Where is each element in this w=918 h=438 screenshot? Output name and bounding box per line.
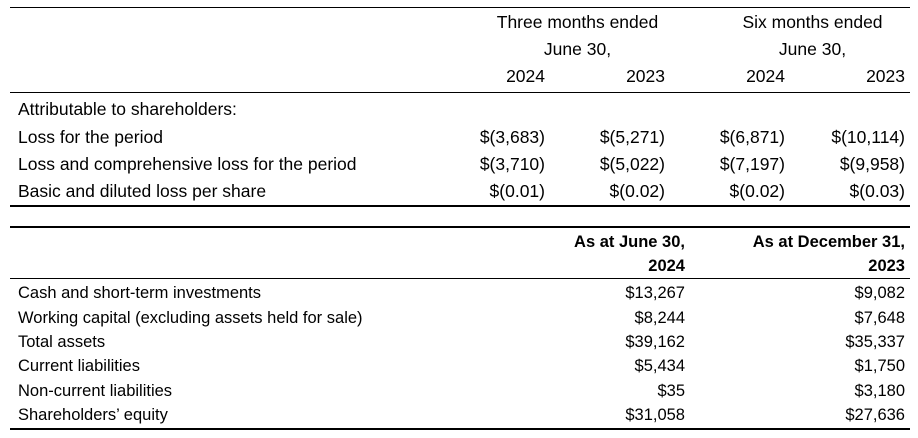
row-label: Loss for the period (18, 127, 163, 147)
balance-row-label: Current liabilities (18, 357, 140, 375)
balance-row-value: $5,434 (634, 357, 685, 375)
table2-header-rule (10, 278, 910, 279)
balance-row-label: Total assets (18, 333, 106, 351)
row-value: $(0.03) (849, 181, 905, 201)
row-value: $(7,197) (719, 154, 785, 174)
table2-bottom-rule (10, 428, 910, 430)
group-header-three-months-line2: June 30, (543, 39, 612, 59)
balance-row-value: $7,648 (854, 309, 905, 327)
row-value: $(6,871) (719, 127, 785, 147)
row-value: $(5,271) (599, 127, 665, 147)
section-label: Attributable to shareholders: (18, 99, 237, 119)
table-top-rule (10, 7, 910, 8)
table-bottom-rule (10, 205, 910, 207)
balance-row-value: $27,636 (845, 406, 905, 424)
balance-row-label: Shareholders’ equity (18, 406, 168, 424)
balance-row-value: $3,180 (854, 382, 905, 400)
balance-row-value: $39,162 (625, 333, 685, 351)
row-value: $(3,683) (479, 127, 545, 147)
balance-header-col1-line1: As at June 30, (574, 233, 685, 251)
year-header-col2: 2023 (626, 66, 665, 86)
row-value: $(9,958) (839, 154, 905, 174)
balance-row-label: Cash and short-term investments (18, 284, 262, 302)
year-header-col4: 2023 (866, 66, 905, 86)
balance-row-value: $13,267 (625, 284, 685, 302)
group-header-six-months-line1: Six months ended (742, 12, 883, 32)
balance-row-label: Non-current liabilities (18, 382, 173, 400)
balance-header-col1-line2: 2024 (648, 257, 685, 275)
group-header-six-months-line2: June 30, (778, 39, 847, 59)
balance-row-value: $9,082 (854, 284, 905, 302)
balance-header-col2-line2: 2023 (868, 257, 905, 275)
table2-top-rule (10, 226, 910, 228)
row-value: $(0.01) (489, 181, 545, 201)
group-header-three-months-line1: Three months ended (496, 12, 659, 32)
row-value: $(0.02) (729, 181, 785, 201)
row-value: $(10,114) (831, 127, 905, 147)
row-value: $(0.02) (609, 181, 665, 201)
row-value: $(5,022) (599, 154, 665, 174)
balance-row-label: Working capital (excluding assets held f… (18, 309, 363, 327)
balance-row-value: $35,337 (845, 333, 905, 351)
balance-header-col2-line1: As at December 31, (752, 233, 905, 251)
balance-row-value: $1,750 (854, 357, 905, 375)
row-value: $(3,710) (479, 154, 545, 174)
header-rule (10, 92, 910, 93)
row-label: Loss and comprehensive loss for the peri… (18, 154, 357, 174)
year-header-col3: 2024 (746, 66, 785, 86)
year-header-col1: 2024 (506, 66, 545, 86)
row-label: Basic and diluted loss per share (18, 181, 267, 201)
balance-row-value: $8,244 (634, 309, 685, 327)
balance-row-value: $35 (657, 382, 685, 400)
balance-row-value: $31,058 (625, 406, 685, 424)
